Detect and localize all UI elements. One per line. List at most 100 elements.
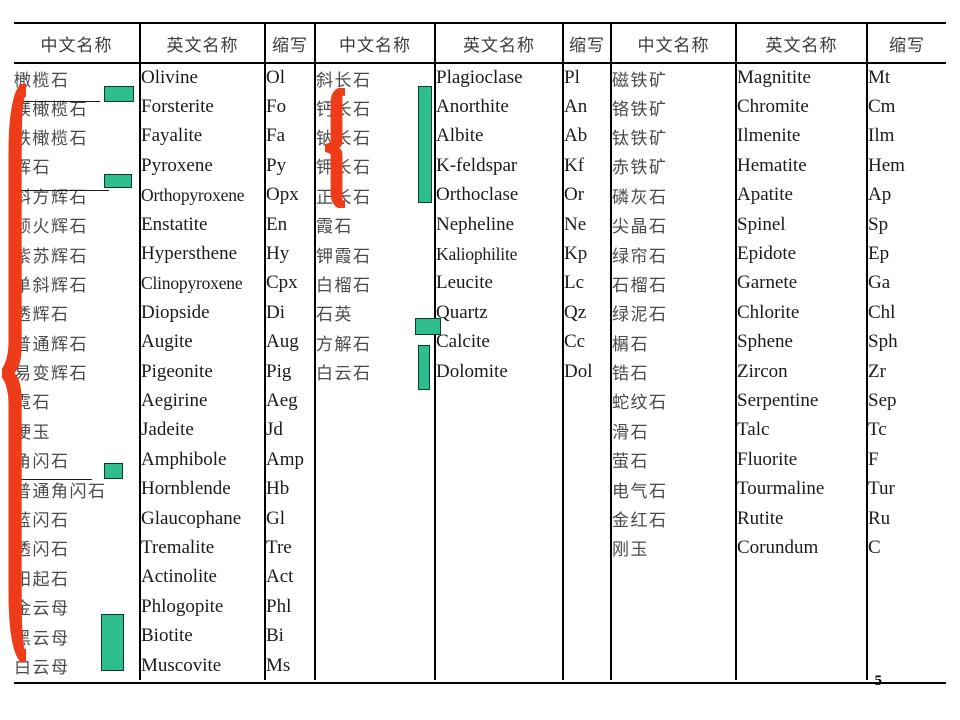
table-row: 透辉石 Diopside Di 石英 Quartz Qz 绿泥石 Chlorite Chl xyxy=(14,298,946,328)
cell-en-g3: Ilmenite xyxy=(735,121,867,152)
cell-ab-g3: Ga xyxy=(866,268,946,299)
cell-cn-g3 xyxy=(610,650,736,681)
cell-ab-g2 xyxy=(562,592,611,622)
cell-ab-g2 xyxy=(562,533,611,563)
cell-cn-g1: 霓石 xyxy=(14,393,51,414)
table-row: 普通辉石 Augite Aug 方解石 Calcite Cc 榍石 Sphene Sph xyxy=(14,327,946,357)
header-en-1: 英文名称 xyxy=(139,22,265,64)
cell-cn-g1: 辉石 xyxy=(14,158,51,179)
cell-cn-g1: 黑云母 xyxy=(14,628,70,649)
cell-ab-g1: Hb xyxy=(264,474,315,504)
cell-cn-g1: 铁橄榄石 xyxy=(14,128,88,149)
cell-ab-g1: Pig xyxy=(264,356,315,387)
cell-ab-g2: Ab xyxy=(562,121,611,152)
cell-ab-g3: Cm xyxy=(866,92,946,122)
cell-en-g3: Fluorite xyxy=(735,445,867,475)
cell-ab-g2 xyxy=(562,621,611,651)
pyroxene-marker xyxy=(104,174,132,188)
cell-en-g3: Rutite xyxy=(735,503,867,534)
cell-cn-g1: 顽火辉石 xyxy=(14,217,88,238)
cell-en-g1: Pigeonite xyxy=(139,356,265,387)
cell-ab-g3: Tur xyxy=(866,474,946,504)
table-row: 易变辉石 Pigeonite Pig 白云石 Dolomite Dol 锆石 Zircon Zr xyxy=(14,356,946,387)
cell-ab-g3: Ap xyxy=(866,180,946,210)
cell-ab-g2 xyxy=(562,474,611,504)
cell-cn-g2 xyxy=(314,386,435,416)
cell-en-g1: Olivine xyxy=(139,63,265,93)
cell-ab-g2: Kf xyxy=(562,151,611,181)
cell-cn-g3: 磷灰石 xyxy=(610,180,736,210)
cell-ab-g1: Cpx xyxy=(264,268,315,299)
cell-ab-g2 xyxy=(562,650,611,681)
cell-cn-g3 xyxy=(610,592,736,622)
cell-en-g1: Augite xyxy=(139,327,265,357)
header-cn-1: 中文名称 xyxy=(14,22,140,64)
cell-ab-g1: Gl xyxy=(264,503,315,534)
cell-cn-g3: 电气石 xyxy=(610,474,736,504)
cell-en-g1: Pyroxene xyxy=(139,151,265,181)
table-row: 紫苏辉石 Hypersthene Hy 钾霞石 Kaliophilite Kp 绿帘石 Epi… xyxy=(14,239,946,269)
cell-ab-g1: Amp xyxy=(264,445,315,475)
cell-ab-g1: Phl xyxy=(264,592,315,622)
cell-en-g3 xyxy=(735,592,867,622)
cell-en-g1: Hornblende xyxy=(139,474,265,504)
cell-en-g2 xyxy=(434,386,563,416)
cell-ab-g2: An xyxy=(562,92,611,122)
table-row: 镁橄榄石 Forsterite Fo 钙长石 Anorthite An 铬铁矿 Chromit… xyxy=(14,92,946,122)
cell-en-g3: Sphene xyxy=(735,327,867,357)
cell-cn-g3 xyxy=(610,621,736,651)
table-row: 硬玉 Jadeite Jd 滑石 Talc Tc xyxy=(14,415,946,446)
cell-ab-g3 xyxy=(866,650,946,681)
table-row: 金云母 Phlogopite Phl xyxy=(14,592,946,622)
cell-cn-g3: 金红石 xyxy=(610,503,736,534)
cell-cn-g3 xyxy=(610,562,736,593)
cell-cn-g3: 赤铁矿 xyxy=(610,151,736,181)
cell-en-g1: Actinolite xyxy=(139,562,265,593)
cell-en-g2 xyxy=(434,503,563,534)
cell-cn-g2 xyxy=(314,621,435,651)
table-row: 普通角闪石 Hornblende Hb 电气石 Tourmaline Tur xyxy=(14,474,946,504)
header-ab-2: 缩写 xyxy=(562,22,611,64)
cell-en-g3: Tourmaline xyxy=(735,474,867,504)
table-row: 斜方辉石 Orthopyroxene Opx 正长石 Orthoclase Or 磷灰石 Ap… xyxy=(14,180,946,210)
cell-en-g3: Talc xyxy=(735,415,867,446)
header-cn-3: 中文名称 xyxy=(610,22,736,64)
cell-cn-g1: 硬玉 xyxy=(14,422,51,443)
cell-ab-g1: Aeg xyxy=(264,386,315,416)
cell-ab-g2: Dol xyxy=(562,356,611,387)
table-row: 顽火辉石 Enstatite En 霞石 Nepheline Ne 尖晶石 Spinel Sp xyxy=(14,209,946,240)
cell-ab-g2: Cc xyxy=(562,327,611,357)
cell-en-g2: Plagioclase xyxy=(434,63,563,93)
cell-cn-g1: 紫苏辉石 xyxy=(14,246,88,267)
cell-en-g1: Hypersthene xyxy=(139,239,265,269)
cell-en-g2 xyxy=(434,474,563,504)
cell-ab-g2: Kp xyxy=(562,239,611,269)
table-row: 阳起石 Actinolite Act xyxy=(14,562,946,593)
cell-cn-g1: 透闪石 xyxy=(14,540,70,561)
cell-en-g2 xyxy=(434,650,563,681)
cell-en-g3: Apatite xyxy=(735,180,867,210)
cell-en-g2: K-feldspar xyxy=(434,151,563,181)
cell-ab-g1: Opx xyxy=(264,180,315,210)
cell-ab-g1: Di xyxy=(264,298,315,328)
cell-en-g1: Biotite xyxy=(139,621,265,651)
cell-cn-g1: 金云母 xyxy=(14,599,70,620)
cell-en-g2 xyxy=(434,533,563,563)
cell-cn-g1: 角闪石 xyxy=(14,452,70,473)
cell-ab-g1: Ol xyxy=(264,63,315,93)
cell-en-g2 xyxy=(434,621,563,651)
cell-en-g3 xyxy=(735,650,867,681)
cell-cn-g2 xyxy=(314,503,435,534)
cell-en-g3: Magnitite xyxy=(735,63,867,93)
cell-en-g3: Chromite xyxy=(735,92,867,122)
header-cn-2: 中文名称 xyxy=(314,22,435,64)
cell-cn-g2: 钾霞石 xyxy=(314,239,435,269)
cell-cn-g3: 锆石 xyxy=(610,356,736,387)
cell-ab-g3: Ep xyxy=(866,239,946,269)
mineral-name-table: 中文名称 英文名称 缩写 中文名称 英文名称 缩写 中文名称 英文名称 缩写 橄… xyxy=(14,22,946,681)
cell-cn-g3: 铬铁矿 xyxy=(610,92,736,122)
cell-cn-g2 xyxy=(314,445,435,475)
cell-en-g3: Spinel xyxy=(735,209,867,240)
table-row: 辉石 Pyroxene Py 钾长石 K-feldspar Kf 赤铁矿 Hematite He… xyxy=(14,151,946,181)
mafic-minerals-brace xyxy=(2,84,26,662)
